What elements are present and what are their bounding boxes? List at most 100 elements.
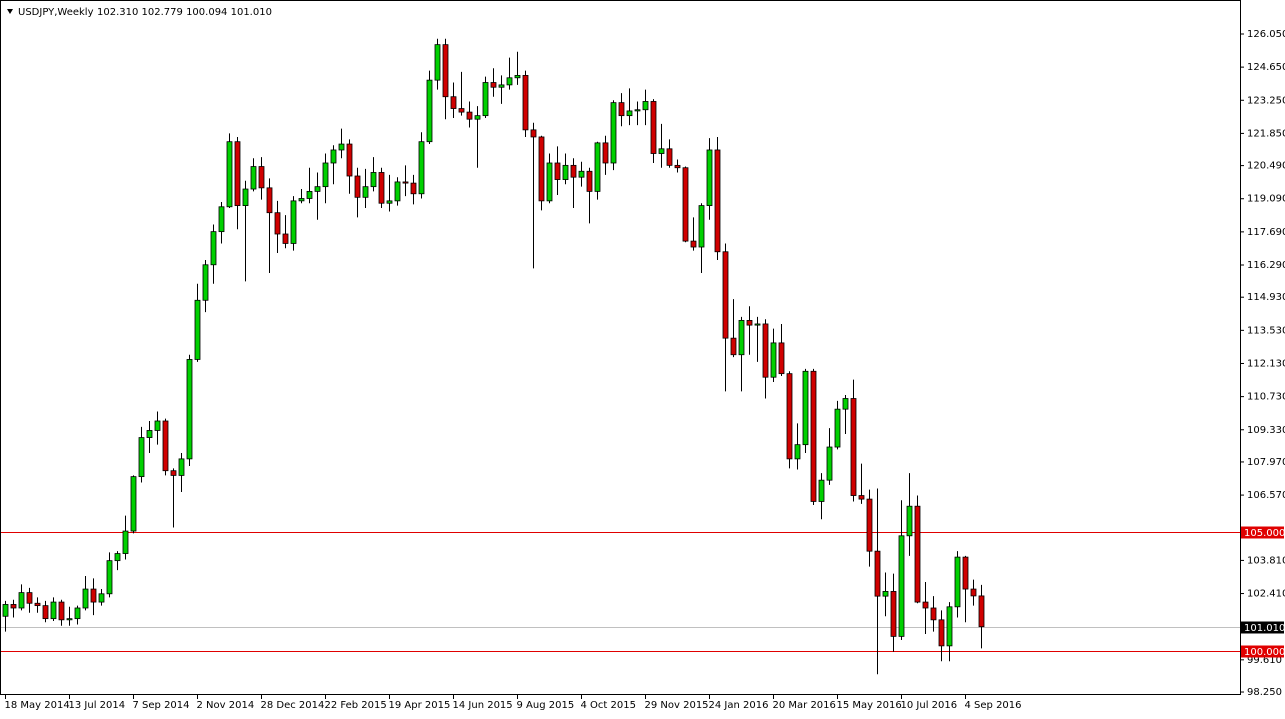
candle-body	[826, 446, 833, 481]
y-tick-label: 102.410	[1247, 589, 1285, 600]
candle-body	[226, 141, 233, 208]
x-tick-label: 20 Mar 2016	[773, 700, 836, 711]
x-tick-label: 15 May 2016	[837, 700, 902, 711]
candle-body	[90, 588, 97, 603]
candle-body	[754, 323, 761, 326]
candle-body	[418, 141, 425, 195]
candle-body	[146, 430, 153, 438]
candle-body	[338, 143, 345, 151]
y-tick-label: 120.490	[1247, 161, 1285, 172]
candle-body	[298, 198, 305, 202]
candle-body	[42, 605, 49, 620]
x-tick-label: 14 Jun 2015	[453, 700, 513, 711]
candle-body	[114, 553, 121, 562]
y-tick-label: 116.290	[1247, 260, 1285, 271]
level-tag	[1241, 621, 1284, 634]
candle-body	[354, 175, 361, 198]
y-tick-label: 114.930	[1247, 292, 1285, 303]
candle-body	[914, 505, 921, 603]
candle-body	[410, 182, 417, 195]
candle-body	[458, 108, 465, 113]
candle-body	[170, 470, 177, 476]
candle-body	[770, 342, 777, 378]
x-tick-label: 18 May 2014	[5, 700, 70, 711]
candle-body	[690, 240, 697, 248]
x-tick-label: 24 Jan 2016	[709, 700, 769, 711]
y-tick-label: 112.130	[1247, 358, 1285, 369]
candle-body	[322, 162, 329, 188]
y-tick-label: 103.810	[1247, 555, 1285, 566]
candle-body	[842, 398, 849, 410]
level-tag	[1241, 645, 1284, 658]
candle-body	[866, 498, 873, 552]
candle-body	[746, 319, 753, 326]
y-tick-label: 123.250	[1247, 95, 1285, 106]
candle-body	[890, 591, 897, 637]
candle-body	[906, 505, 913, 537]
x-tick-label: 13 Jul 2014	[69, 700, 126, 711]
candle-body	[122, 530, 129, 554]
candle-body	[634, 109, 641, 112]
y-tick-label: 117.690	[1247, 227, 1285, 238]
candle-body	[698, 205, 705, 248]
candle-body	[194, 299, 201, 360]
candle-body	[386, 200, 393, 204]
candle-body	[514, 75, 521, 79]
candle-body	[530, 129, 537, 138]
y-tick-label: 121.850	[1247, 128, 1285, 139]
candle-body	[330, 149, 337, 164]
candle-body	[714, 149, 721, 253]
candle-body	[82, 588, 89, 609]
candle-body	[202, 264, 209, 301]
candle-body	[306, 190, 313, 199]
candle-body	[218, 206, 225, 233]
candle-body	[850, 398, 857, 496]
candle-body	[522, 75, 529, 131]
candle-body	[426, 79, 433, 143]
level-tag	[1241, 526, 1284, 539]
candle-body	[26, 592, 33, 604]
symbol: USDJPY,Weekly	[18, 7, 94, 18]
candle-body	[618, 102, 625, 117]
candle-body	[834, 408, 841, 448]
candle-body	[370, 172, 377, 188]
candle-body	[482, 82, 489, 117]
candle-body	[962, 556, 969, 590]
candle-body	[650, 101, 657, 154]
candle-body	[882, 591, 889, 597]
candle-body	[450, 96, 457, 109]
y-tick-label: 109.330	[1247, 425, 1285, 436]
level-label: 105.000	[1244, 528, 1285, 539]
y-tick-label: 107.970	[1247, 457, 1285, 468]
candle-body	[498, 84, 505, 88]
y-tick-label: 110.730	[1247, 392, 1285, 403]
x-tick-label: 2 Nov 2014	[197, 700, 255, 711]
plot-frame	[0, 0, 1241, 695]
candle-body	[314, 186, 321, 192]
candle-body	[594, 142, 601, 192]
menu-arrow[interactable]	[7, 9, 13, 14]
candle-body	[130, 476, 137, 532]
x-tick-label: 4 Oct 2015	[581, 700, 636, 711]
candle-body	[362, 186, 369, 198]
candle-body	[258, 166, 265, 189]
x-tick-label: 4 Sep 2016	[965, 700, 1022, 711]
candle-body	[802, 370, 809, 446]
candle-body	[922, 601, 929, 609]
x-tick-label: 28 Dec 2014	[261, 700, 325, 711]
candle-body	[50, 601, 57, 620]
candle-body	[674, 164, 681, 169]
candle-body	[434, 44, 441, 81]
candle-body	[106, 560, 113, 595]
x-tick-label: 7 Sep 2014	[133, 700, 190, 711]
candle-body	[402, 181, 409, 184]
candle-body	[666, 148, 673, 166]
candle-body	[234, 141, 241, 206]
candle-body	[810, 370, 817, 502]
candle-body	[954, 556, 961, 608]
candle-body	[490, 82, 497, 88]
y-tick-label: 113.530	[1247, 325, 1285, 336]
candle-body	[98, 593, 105, 603]
x-tick-label: 19 Apr 2015	[389, 700, 451, 711]
candle-body	[154, 420, 161, 431]
